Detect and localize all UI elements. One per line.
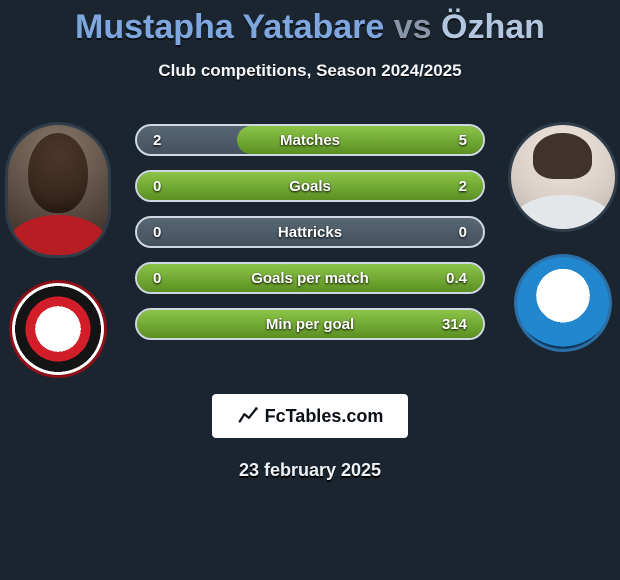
subtitle: Club competitions, Season 2024/2025 — [0, 61, 620, 81]
stat-label: Goals per match — [137, 270, 483, 287]
title-player1: Mustapha Yatabare — [75, 8, 384, 46]
player-1-avatar — [5, 122, 111, 258]
stats-column: 2Matches50Goals20Hattricks00Goals per ma… — [135, 100, 485, 340]
branding-text: FcTables.com — [265, 406, 384, 427]
stat-row: 0Goals2 — [135, 170, 485, 202]
stat-row: 0Hattricks0 — [135, 216, 485, 248]
player-1-column — [0, 100, 115, 378]
page-title: Mustapha Yatabare vs Özhan — [0, 0, 620, 47]
branding-badge[interactable]: FcTables.com — [212, 394, 408, 438]
content-columns: 2Matches50Goals20Hattricks00Goals per ma… — [0, 100, 620, 378]
stat-value-right: 2 — [459, 178, 467, 195]
footer-block: FcTables.com 23 february 2025 — [0, 362, 620, 481]
player-2-avatar — [508, 122, 618, 232]
stat-value-right: 0.4 — [446, 270, 467, 287]
stat-label: Min per goal — [137, 316, 483, 333]
stat-row: Min per goal314 — [135, 308, 485, 340]
club-2-badge — [514, 254, 612, 352]
stat-value-right: 314 — [442, 316, 467, 333]
stat-label: Goals — [137, 178, 483, 195]
footer-date: 23 february 2025 — [0, 460, 620, 481]
comparison-card: Mustapha Yatabare vs Özhan Club competit… — [0, 0, 620, 580]
player-2-column — [505, 100, 620, 352]
stat-row: 0Goals per match0.4 — [135, 262, 485, 294]
stat-value-right: 0 — [459, 224, 467, 241]
stat-label: Hattricks — [137, 224, 483, 241]
fctables-logo-icon — [237, 405, 259, 427]
title-player2: Özhan — [441, 8, 545, 46]
stat-value-right: 5 — [459, 132, 467, 149]
stat-row: 2Matches5 — [135, 124, 485, 156]
stat-label: Matches — [137, 132, 483, 149]
title-vs: vs — [394, 8, 432, 46]
